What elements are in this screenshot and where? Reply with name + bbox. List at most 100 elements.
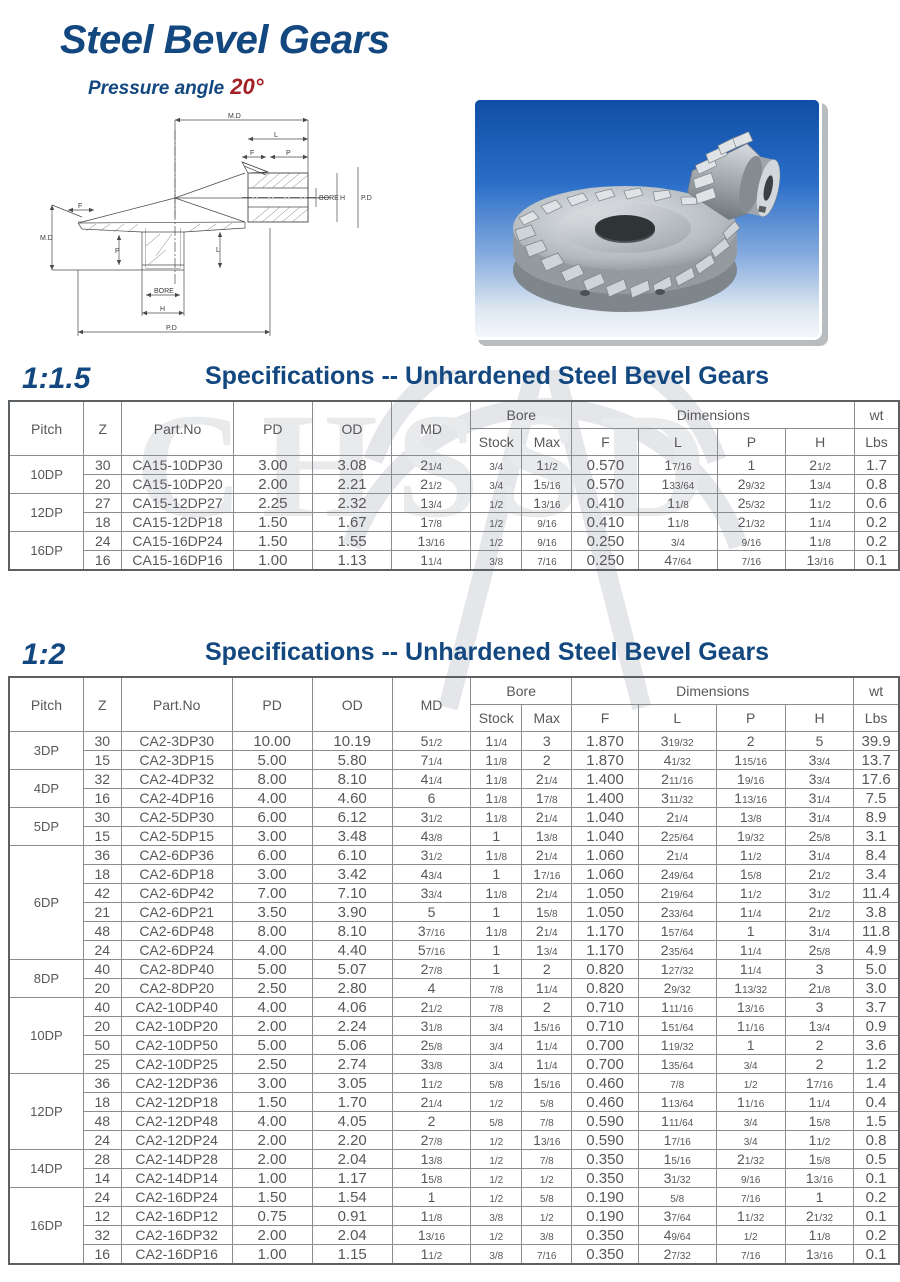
cell-h: 5 (784, 731, 855, 751)
cell-wt: 0.4 (853, 1092, 900, 1112)
cell-p: 13/8 (715, 807, 786, 827)
table-row: 16DP 24 CA15-16DP24 1.50 1.55 13/16 1/2 9/16 0.2… (8, 531, 900, 571)
cell-bore-stock: 3/8 (470, 550, 523, 571)
cell-md: 27/8 (391, 959, 472, 979)
cell-l: 113/64 (637, 1092, 717, 1112)
cell-bore-stock: 1 (470, 864, 523, 884)
cell-f: 1.060 (571, 864, 639, 884)
cell-md: 11/2 (391, 1244, 472, 1265)
cell-wt: 1.5 (853, 1111, 900, 1131)
cell-z: 18 (82, 864, 122, 884)
cell-bore-stock: 5/8 (470, 1073, 523, 1093)
cell-pd: 5.00 (231, 1035, 313, 1055)
cell-od: 3.05 (311, 1073, 393, 1093)
cell-p: 11/2 (715, 845, 786, 865)
cell-wt: 8.4 (853, 845, 900, 865)
table-row: 10DP 30 CA15-10DP30 3.00 3.08 21/4 3/4 11/2 0.57… (8, 455, 900, 494)
cell-partno: CA2-16DP16 (120, 1244, 233, 1265)
svg-text:M.D: M.D (228, 113, 241, 120)
table-row: 14DP 28 CA2-14DP28 2.00 2.04 13/8 1/2 7/8 0.350 1… (8, 1149, 900, 1188)
cell-l: 31/32 (637, 1168, 717, 1188)
cell-z: 24 (82, 940, 122, 960)
cell-partno: CA2-3DP30 (120, 731, 233, 751)
cell-bore-stock: 1/2 (470, 512, 523, 532)
cell-p: 1 (716, 455, 787, 475)
table-row: 16 CA2-16DP16 1.00 1.15 11/2 3/8 7/16 0.350 27/3… (9, 1244, 900, 1265)
table-row: 12 CA2-16DP12 0.75 0.91 11/8 3/8 1/2 0.190 37/64… (9, 1206, 900, 1226)
cell-pd: 2.50 (231, 978, 313, 998)
section-2-ratio: 1:2 (22, 638, 66, 671)
cell-od: 7.10 (311, 883, 393, 903)
table-row: 32 CA2-16DP32 2.00 2.04 13/16 1/2 3/8 0.350 49/6… (9, 1225, 900, 1245)
cell-p: 1/2 (715, 1225, 786, 1245)
table-row: 20 CA2-8DP20 2.50 2.80 4 7/8 11/4 0.820 29/32 113… (9, 978, 900, 998)
cell-pd: 2.00 (231, 1225, 313, 1245)
cell-partno: CA15-10DP20 (121, 474, 234, 494)
cell-h: 3 (784, 997, 855, 1017)
cell-l: 127/32 (637, 959, 717, 979)
cell-z: 40 (82, 997, 122, 1017)
cell-f: 0.590 (571, 1111, 639, 1131)
table-row: 25 CA2-10DP25 2.50 2.74 33/8 3/4 11/4 0.700 135/… (9, 1054, 900, 1074)
cell-od: 0.91 (311, 1206, 393, 1226)
cell-partno: CA2-6DP21 (120, 902, 233, 922)
col-z: Z (83, 400, 123, 456)
cell-wt: 1.4 (853, 1073, 900, 1093)
cell-bore-stock: 3/4 (470, 1035, 523, 1055)
cell-bore-stock: 1/2 (470, 1225, 523, 1245)
cell-pd: 6.00 (231, 807, 313, 827)
cell-partno: CA2-16DP12 (120, 1206, 233, 1226)
cell-z: 42 (82, 883, 122, 903)
col-dim-h: H (784, 704, 855, 732)
cell-f: 0.190 (571, 1206, 639, 1226)
cell-partno: CA2-14DP14 (120, 1168, 233, 1188)
cell-f: 1.400 (571, 769, 639, 789)
table-row: 12DP 27 CA15-12DP27 2.25 2.32 13/4 1/2 13/16 0.4… (8, 493, 900, 532)
cell-l: 29/32 (637, 978, 717, 998)
cell-h: 11/8 (785, 531, 856, 551)
cell-pd: 1.50 (231, 1187, 313, 1207)
cell-pd: 7.00 (231, 883, 313, 903)
cell-h: 13/4 (785, 474, 856, 494)
cell-bore-max: 9/16 (521, 512, 573, 532)
cell-z: 48 (82, 1111, 122, 1131)
cell-partno: CA2-14DP28 (120, 1149, 233, 1169)
cell-bore-max: 15/16 (521, 474, 573, 494)
cell-pitch: 5DP (8, 807, 84, 846)
cell-p: 11/4 (715, 959, 786, 979)
cell-l: 311/32 (637, 788, 717, 808)
cell-p: 1 (715, 1035, 786, 1055)
cell-bore-max: 7/8 (521, 1111, 573, 1131)
cell-bore-max: 2 (521, 750, 573, 770)
cell-h: 2 (784, 1035, 855, 1055)
cell-od: 1.54 (311, 1187, 393, 1207)
cell-od: 1.55 (311, 531, 393, 551)
cell-wt: 0.2 (853, 1187, 900, 1207)
col-partno: Part.No (120, 676, 233, 732)
cell-bore-stock: 7/8 (470, 978, 523, 998)
cell-p: 11/4 (715, 940, 786, 960)
cell-od: 4.40 (311, 940, 393, 960)
cell-bore-max: 11/4 (521, 1054, 573, 1074)
col-dim-h: H (785, 428, 856, 456)
cell-md: 37/16 (391, 921, 472, 941)
cell-pd: 0.75 (231, 1206, 313, 1226)
cell-od: 4.06 (311, 997, 393, 1017)
cell-f: 1.060 (571, 845, 639, 865)
cell-l: 225/64 (637, 826, 717, 846)
cell-p: 13/16 (715, 997, 786, 1017)
col-dimensions-group: Dimensions (571, 676, 855, 705)
col-wt: wt (853, 676, 900, 705)
cell-l: 111/64 (637, 1111, 717, 1131)
cell-h: 21/2 (784, 902, 855, 922)
table-row: 15 CA2-3DP15 5.00 5.80 71/4 11/8 2 1.870 41/32 11… (9, 750, 900, 770)
cell-pd: 1.50 (232, 512, 313, 532)
cell-wt: 17.6 (853, 769, 900, 789)
cell-od: 8.10 (311, 921, 393, 941)
cell-pd: 3.00 (231, 826, 313, 846)
cell-z: 36 (82, 845, 122, 865)
svg-text:L: L (216, 247, 220, 254)
col-wt: wt (854, 400, 900, 429)
cell-h: 13/16 (784, 1244, 855, 1265)
cell-partno: CA2-3DP15 (120, 750, 233, 770)
